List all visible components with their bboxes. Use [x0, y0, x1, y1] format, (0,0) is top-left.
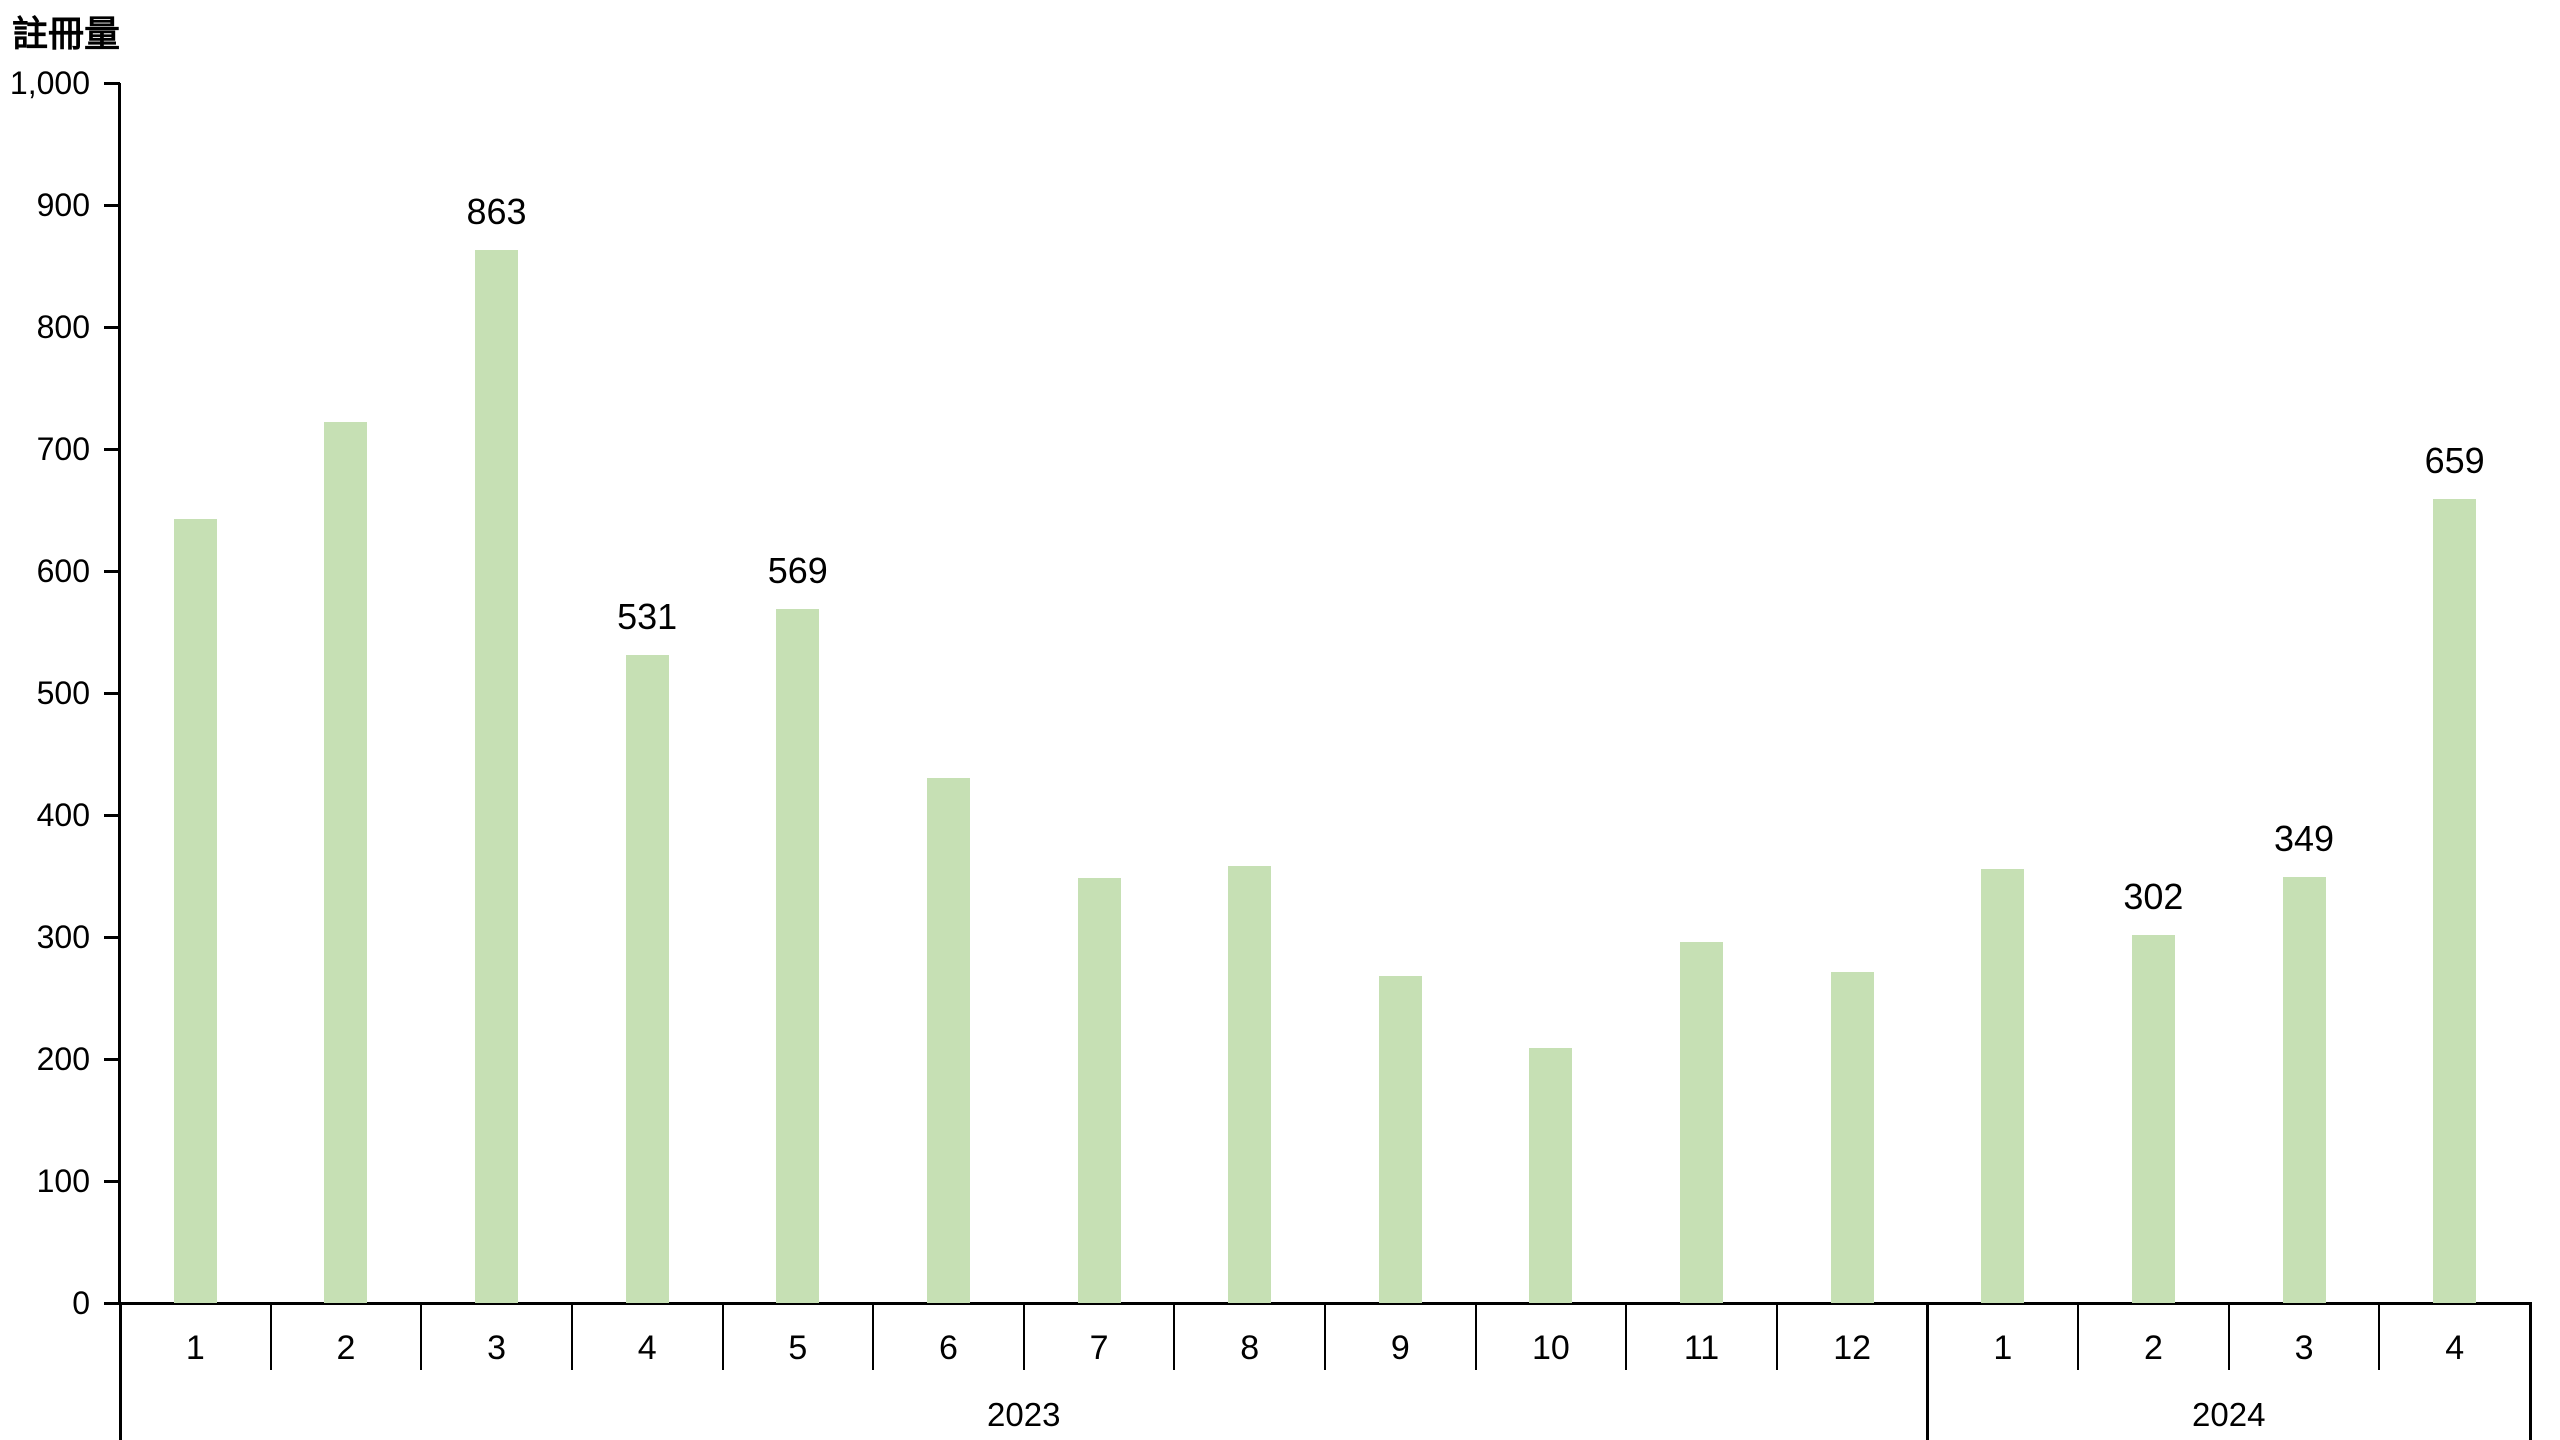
y-tick [104, 570, 120, 573]
bar-value-label: 569 [767, 549, 828, 591]
month-label: 3 [487, 1329, 507, 1367]
month-label: 5 [788, 1329, 808, 1367]
month-tick [1625, 1303, 1628, 1370]
month-label: 8 [1240, 1329, 1260, 1367]
bar [1529, 1048, 1573, 1303]
y-tick [104, 82, 120, 85]
bar-value-label: 349 [2274, 818, 2335, 860]
month-label: 4 [2445, 1329, 2465, 1367]
y-tick [104, 1302, 120, 1305]
bar [2131, 934, 2175, 1303]
bar [1680, 941, 1724, 1303]
bar-value-label: 531 [617, 596, 678, 638]
y-tick [104, 936, 120, 939]
month-label: 6 [938, 1329, 958, 1367]
year-label: 2023 [987, 1396, 1061, 1433]
month-tick [872, 1303, 875, 1370]
month-tick [1022, 1303, 1025, 1370]
month-label: 12 [1833, 1329, 1872, 1367]
month-label: 2 [336, 1329, 356, 1367]
bar [475, 250, 519, 1303]
y-tick-label: 400 [36, 797, 90, 833]
bar [1378, 976, 1422, 1303]
month-label: 1 [185, 1329, 205, 1367]
month-label: 11 [1683, 1329, 1720, 1367]
month-label: 3 [2294, 1329, 2314, 1367]
month-label: 2 [2143, 1329, 2163, 1367]
y-tick [104, 1058, 120, 1061]
month-tick [2378, 1303, 2381, 1370]
y-tick-label: 300 [36, 919, 90, 955]
month-label: 7 [1089, 1329, 1109, 1367]
bar [625, 655, 669, 1303]
y-tick [104, 814, 120, 817]
month-label: 4 [637, 1329, 657, 1367]
month-label: 10 [1532, 1329, 1570, 1367]
month-tick [2077, 1303, 2080, 1370]
y-tick-label: 200 [36, 1041, 90, 1077]
bar [1830, 972, 1874, 1303]
bar-value-label: 863 [466, 191, 527, 233]
y-tick [104, 326, 120, 329]
y-tick-label: 700 [36, 431, 90, 467]
y-tick-label: 800 [36, 309, 90, 345]
y-tick-label: 0 [72, 1285, 90, 1321]
month-tick [1775, 1303, 1778, 1370]
bar [926, 778, 970, 1303]
bar [1228, 866, 1272, 1303]
bar [2433, 499, 2477, 1303]
bar [2282, 877, 2326, 1303]
bar-value-label: 302 [2123, 875, 2184, 917]
year-label: 2024 [2192, 1396, 2266, 1433]
month-label: 9 [1390, 1329, 1410, 1367]
year-divider [2528, 1303, 2532, 1440]
y-tick [104, 448, 120, 451]
y-tick-label: 900 [36, 187, 90, 223]
month-tick [269, 1303, 272, 1370]
month-tick [420, 1303, 423, 1370]
bar [1077, 878, 1121, 1303]
y-tick-label: 100 [36, 1163, 90, 1199]
bar [776, 608, 820, 1303]
month-tick [570, 1303, 573, 1370]
bar [1981, 868, 2025, 1303]
y-tick-label: 500 [36, 675, 90, 711]
y-axis-title: 註冊量 [12, 13, 121, 54]
bar [324, 422, 368, 1303]
y-tick-label: 600 [36, 553, 90, 589]
month-label: 1 [1993, 1329, 2013, 1367]
bar [173, 518, 217, 1303]
month-tick [1324, 1303, 1326, 1370]
month-tick [1474, 1303, 1477, 1370]
month-tick [721, 1303, 724, 1370]
year-divider [1926, 1303, 1929, 1440]
bar-value-label: 659 [2424, 440, 2485, 482]
year-divider [118, 1303, 122, 1440]
y-tick [104, 204, 120, 207]
month-tick [1173, 1303, 1176, 1370]
y-tick [104, 692, 120, 695]
y-tick-label: 1,000 [9, 65, 90, 101]
month-tick [2227, 1303, 2230, 1370]
y-tick [104, 1180, 120, 1183]
